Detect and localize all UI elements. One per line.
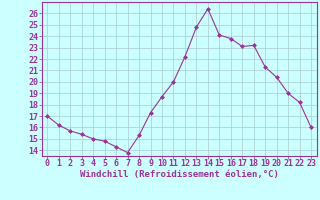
X-axis label: Windchill (Refroidissement éolien,°C): Windchill (Refroidissement éolien,°C): [80, 170, 279, 179]
